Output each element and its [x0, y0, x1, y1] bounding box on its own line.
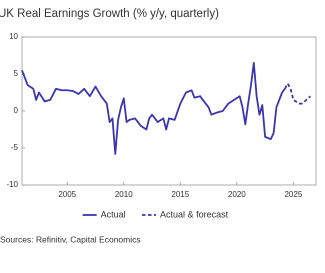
y-tick-label: 5 [14, 69, 19, 78]
y-tick-label: -5 [11, 143, 19, 152]
data-line [21, 62, 286, 155]
x-tick-label: 2005 [58, 190, 76, 199]
chart-title: UK Real Earnings Growth (% y/y, quarterl… [0, 8, 219, 20]
x-tick-label: 2015 [171, 190, 189, 199]
legend-label: Actual & forecast [160, 209, 229, 219]
x-tick-label: 2020 [228, 190, 246, 199]
data-line [284, 82, 311, 105]
y-tick-label: 0 [14, 106, 19, 115]
x-tick-label: 2025 [284, 190, 302, 199]
y-tick-label: -10 [6, 180, 18, 189]
y-tick-label: 10 [9, 32, 18, 41]
source-note: Sources: Refinitiv, Capital Economics [0, 234, 141, 244]
legend-label: Actual [101, 209, 126, 219]
plot-frame [21, 36, 317, 186]
x-tick-label: 2010 [115, 190, 133, 199]
